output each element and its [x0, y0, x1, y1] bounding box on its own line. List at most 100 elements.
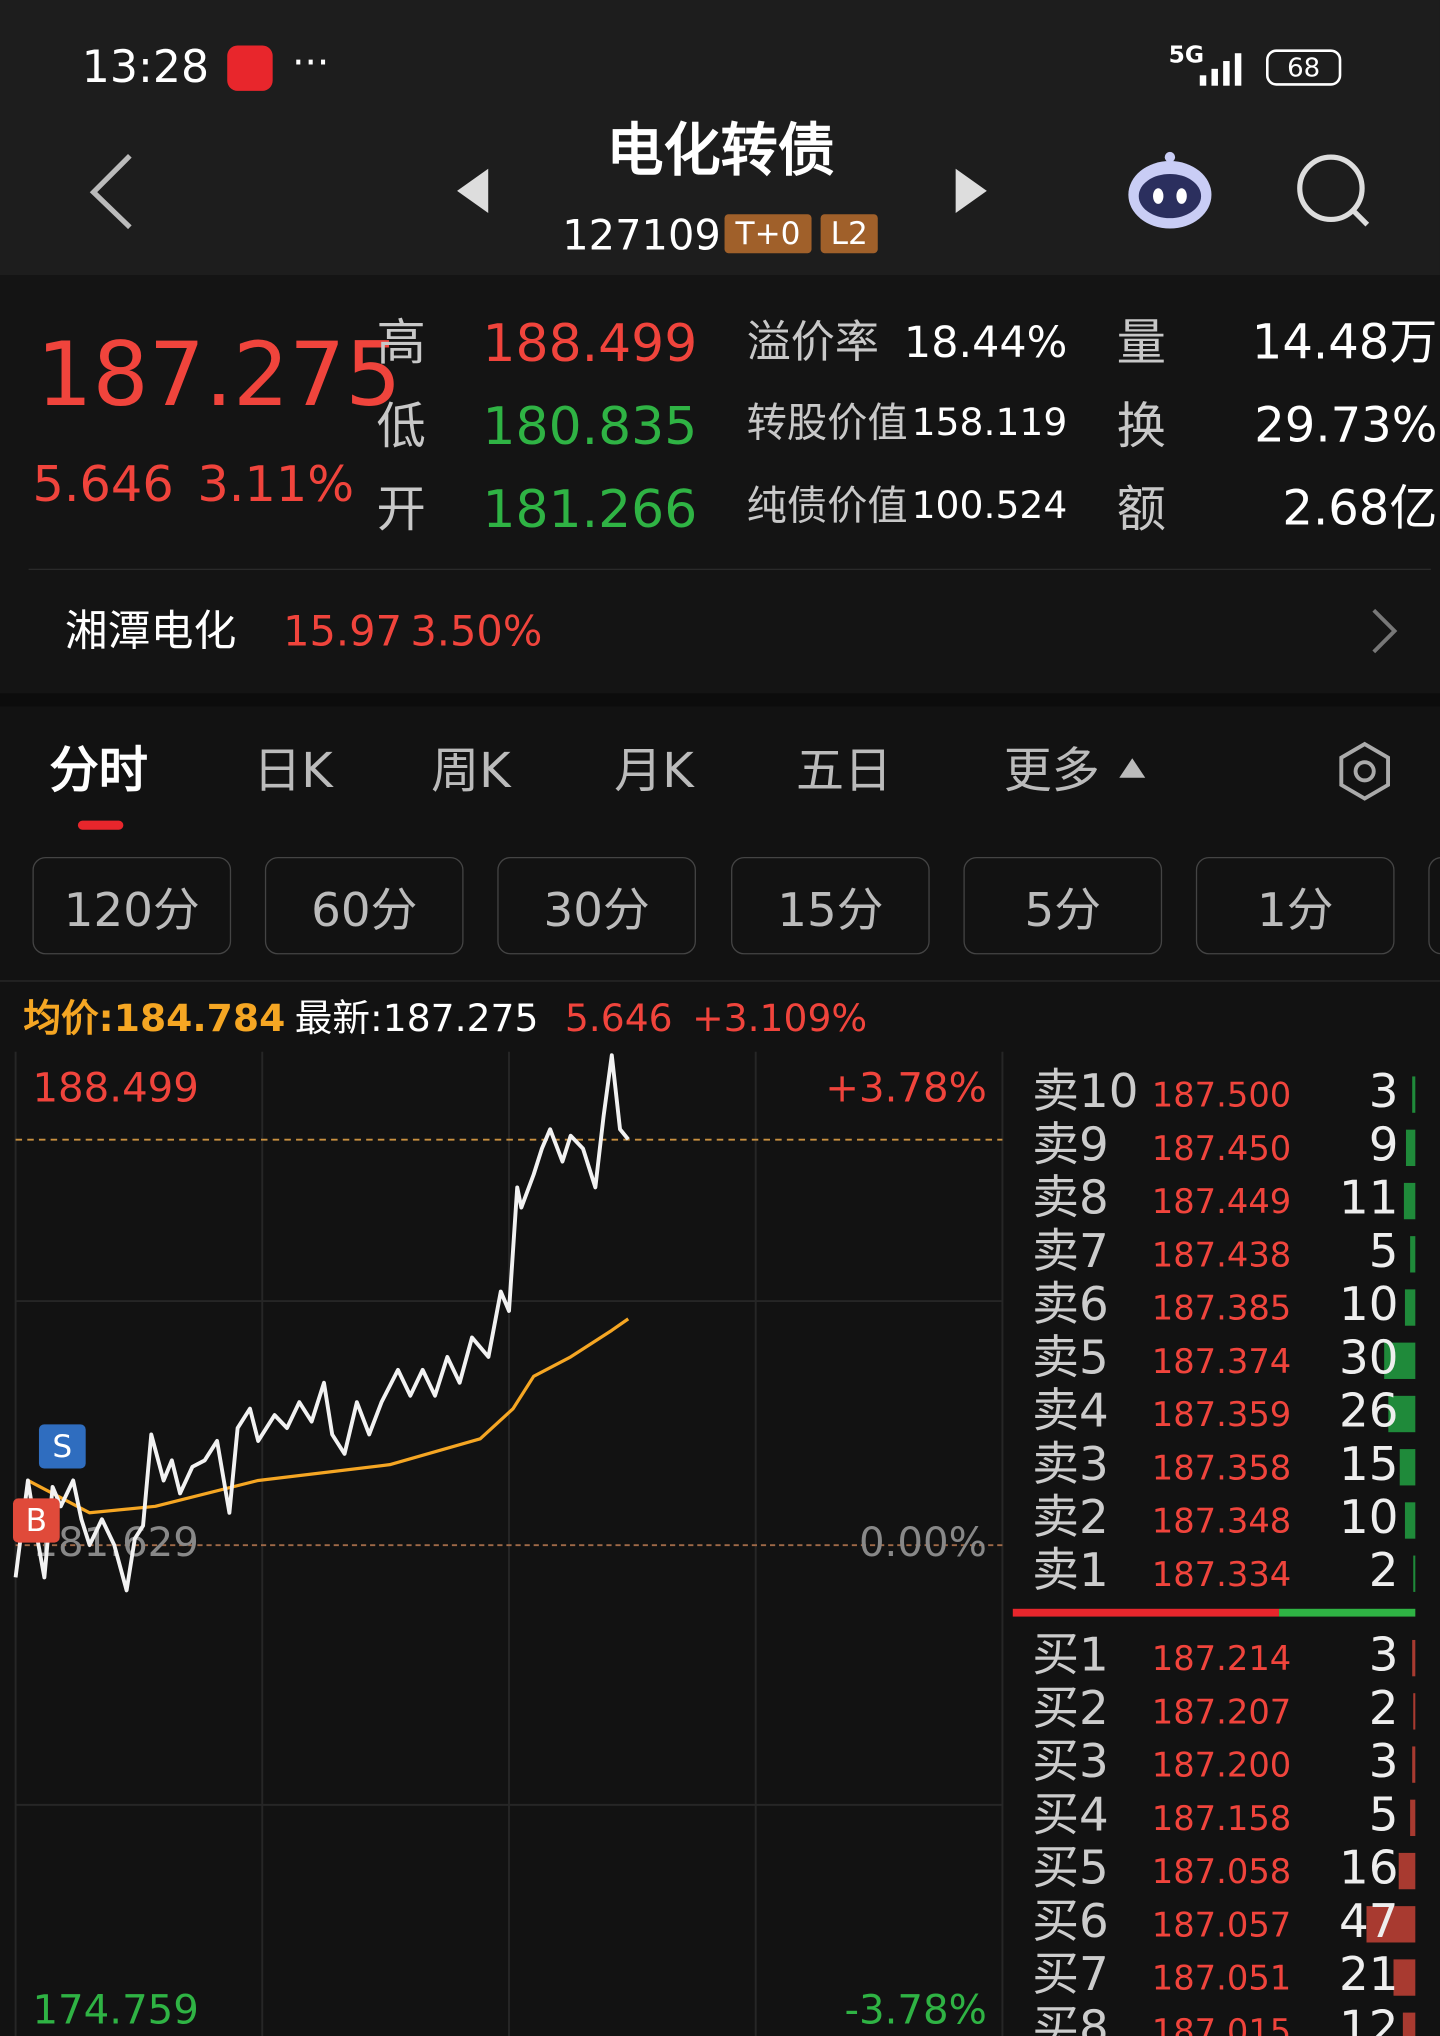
book-price: 187.334 [1152, 1555, 1292, 1594]
book-price: 187.358 [1152, 1448, 1292, 1487]
y-tick-label: 174.759 [32, 1988, 198, 2034]
last-price: 187.275 [36, 324, 402, 428]
stock-chevron[interactable] [1366, 605, 1402, 657]
pct-label: +3.78% [825, 1066, 987, 1112]
stat-label: 开 [376, 480, 426, 538]
book-price: 187.348 [1152, 1502, 1292, 1541]
pct-label: -3.78% [844, 1988, 986, 2034]
stock-change-pct: 3.50% [410, 606, 543, 656]
next-button[interactable] [950, 166, 989, 218]
stat-value: 14.48万 [1251, 314, 1438, 371]
battery: 68 [1265, 49, 1342, 86]
stock-price: 15.97 [283, 606, 403, 656]
latest-label: 最新:187.275 [295, 999, 539, 1038]
book-volume: 21 [1339, 1948, 1398, 2002]
book-price: 187.214 [1152, 1639, 1292, 1678]
volume-bar [1413, 1555, 1416, 1592]
stat-value: 158.119 [911, 399, 1068, 445]
assistant-icon[interactable] [1124, 149, 1215, 233]
period-button[interactable]: 60分 [264, 856, 464, 955]
info-change-pct: +3.109% [692, 995, 868, 1041]
volume-bar [1384, 1342, 1416, 1379]
book-label: 买2 [1032, 1682, 1108, 1736]
tab[interactable]: 周K [431, 742, 511, 799]
book-label: 买8 [1032, 2001, 1108, 2036]
period-button[interactable]: 30分 [497, 856, 696, 955]
book-volume: 16 [1339, 1842, 1398, 1896]
settings-button[interactable] [1334, 740, 1396, 802]
book-volume: 2 [1369, 1682, 1399, 1736]
title: 电化转债 [606, 118, 835, 185]
ratio-ask [1278, 1608, 1416, 1617]
status-time: 13:28 [81, 41, 210, 94]
divider [28, 568, 1431, 571]
book-label: 卖6 [1032, 1278, 1108, 1332]
volume-bar [1399, 1449, 1416, 1486]
tab[interactable]: 日K [253, 742, 333, 799]
period-button[interactable]: 1分 [1195, 856, 1395, 955]
back-button[interactable] [78, 149, 143, 240]
period-button[interactable]: 15分 [731, 856, 930, 955]
y-tick-label: 181.629 [32, 1520, 198, 1566]
tab[interactable]: 月K [614, 742, 694, 799]
tag: T+0 [724, 214, 812, 254]
book-price: 187.385 [1152, 1289, 1292, 1328]
book-price: 187.450 [1152, 1129, 1292, 1168]
book-price: 187.051 [1152, 1959, 1292, 1998]
period-button[interactable] [1428, 856, 1440, 955]
latest-value: 187.275 [382, 995, 539, 1041]
stat-label: 低 [376, 397, 426, 455]
tab-indicator [77, 820, 124, 830]
book-volume: 26 [1339, 1385, 1398, 1439]
stat-value: 18.44% [903, 316, 1068, 368]
book-volume: 3 [1369, 1065, 1399, 1119]
stat-label: 量 [1116, 314, 1167, 372]
volume-bar [1366, 1906, 1416, 1943]
app-icon [227, 45, 273, 91]
buy-badge [12, 1498, 60, 1543]
volume-bar [1410, 1236, 1416, 1273]
stat-label: 溢价率 [746, 316, 880, 369]
stat-label: 高 [376, 314, 426, 372]
volume-bar [1412, 1746, 1416, 1783]
search-button[interactable] [1292, 149, 1376, 233]
book-volume: 3 [1369, 1735, 1399, 1789]
book-volume: 5 [1369, 1225, 1399, 1279]
book-label: 卖5 [1032, 1331, 1108, 1385]
book-volume: 12 [1339, 2001, 1398, 2036]
tab[interactable]: 更多 [1003, 742, 1100, 799]
volume-bar [1404, 1502, 1416, 1539]
change: 5.646 [32, 455, 174, 513]
volume-bar [1412, 1076, 1416, 1113]
volume-bar [1410, 1799, 1416, 1837]
stat-value: 180.835 [482, 397, 698, 458]
book-label: 卖7 [1032, 1225, 1108, 1279]
stat-label: 换 [1116, 397, 1167, 455]
book-price: 187.200 [1152, 1746, 1292, 1785]
book-volume: 47 [1339, 1895, 1398, 1949]
book-label: 卖2 [1032, 1491, 1108, 1545]
avg-label-text: 均价: [23, 995, 114, 1041]
info-change: 5.646 [564, 995, 673, 1041]
tab-arrow [1119, 758, 1146, 778]
stat-value: 2.68亿 [1282, 480, 1438, 537]
tab[interactable]: 五日 [795, 742, 893, 799]
book-label: 买1 [1032, 1629, 1108, 1683]
volume-bar [1402, 2012, 1416, 2036]
book-price: 187.374 [1152, 1342, 1292, 1381]
volume-bar [1405, 1129, 1416, 1167]
book-price: 187.438 [1152, 1235, 1292, 1274]
book-price: 187.449 [1152, 1182, 1292, 1221]
chart: 188.499 +3.78% 181.629 0.00% 174.759 -3.78% S B… [12, 1051, 1416, 2036]
stat-label: 额 [1116, 480, 1167, 538]
status-more: ··· [292, 40, 330, 86]
book-label: 卖1 [1032, 1544, 1108, 1598]
book-label: 卖3 [1032, 1438, 1108, 1492]
book-price: 187.207 [1152, 1692, 1292, 1731]
prev-button[interactable] [454, 166, 493, 218]
tab[interactable]: 分时 [49, 741, 149, 799]
period-button[interactable]: 5分 [963, 856, 1163, 955]
period-button[interactable]: 120分 [32, 856, 232, 955]
stock-name[interactable]: 湘潭电化 [64, 605, 237, 656]
